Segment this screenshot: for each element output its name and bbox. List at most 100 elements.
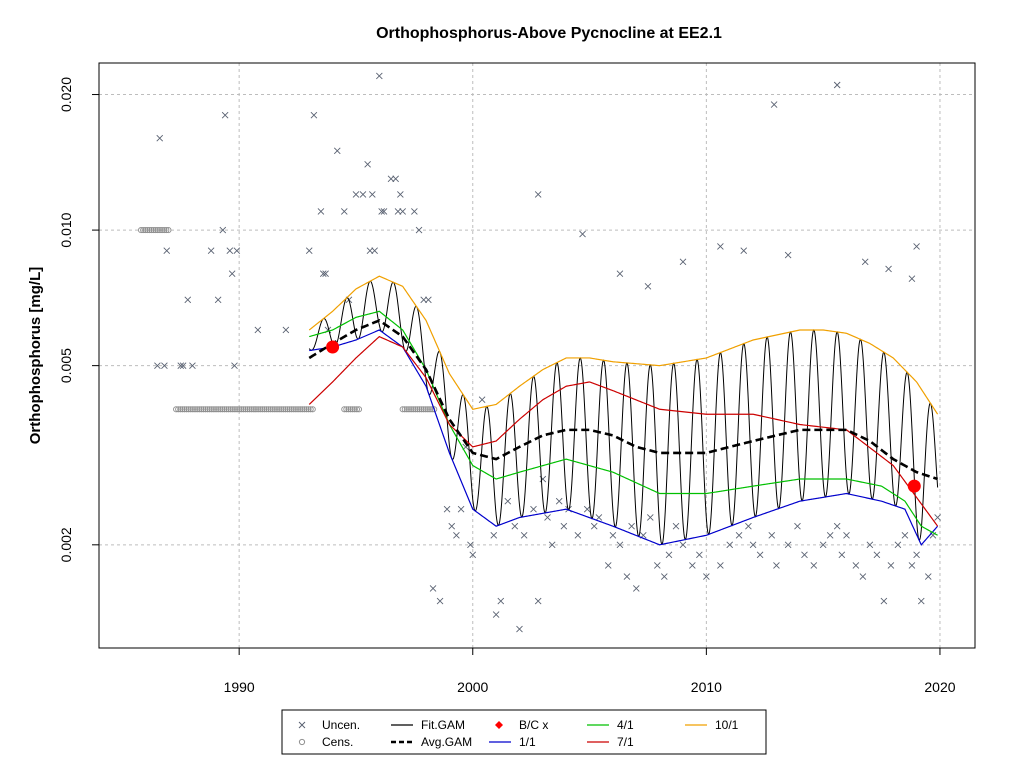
censored-point: [212, 406, 220, 413]
avg-gam-line: [308, 318, 939, 481]
uncensored-point: [735, 531, 743, 539]
uncensored-point: [380, 208, 388, 215]
uncensored-point: [770, 101, 778, 108]
x-axis: 1990 2000 2010 2020: [224, 648, 956, 695]
censored-point: [399, 406, 406, 413]
censored-point: [148, 227, 155, 234]
uncensored-point: [679, 541, 687, 549]
censored-point: [150, 227, 157, 234]
uncensored-point: [425, 296, 432, 304]
uncensored-point: [703, 573, 710, 580]
uncensored-point: [833, 81, 841, 89]
uncensored-point: [352, 191, 360, 198]
censored-point: [156, 227, 164, 234]
uncensored-point: [219, 226, 227, 234]
censored-point: [163, 227, 170, 234]
legend-item: 10/1: [685, 718, 739, 732]
uncensored-point: [880, 597, 888, 605]
uncensored-point: [768, 531, 776, 539]
censored-point: [152, 227, 159, 234]
uncensored-point: [184, 296, 192, 304]
uncensored-point: [534, 597, 542, 605]
bc-point: [907, 479, 921, 493]
uncensored-point: [646, 514, 654, 521]
censored-point: [303, 406, 310, 413]
y-axis-label: Orthophosphorus [mg/L]: [27, 267, 44, 444]
legend-label: Cens.: [322, 735, 353, 749]
uncensored-point: [436, 597, 444, 605]
uncensored-point: [756, 551, 764, 559]
uncensored-point: [901, 531, 909, 539]
legend-label: 10/1: [715, 718, 739, 732]
legend-item: B/C x: [495, 718, 548, 732]
uncensored-point: [378, 208, 385, 215]
uncensored-point: [672, 522, 680, 530]
censored-point: [210, 406, 217, 413]
uncensored-point: [228, 270, 236, 278]
uncensored-point: [609, 531, 617, 539]
uncensored-point: [653, 562, 661, 569]
uncensored-point: [717, 562, 724, 569]
legend-circle-icon: [298, 738, 306, 746]
avg-gam-path: [308, 318, 939, 481]
uncensored-point: [665, 551, 673, 559]
uncensored-point: [894, 541, 902, 549]
uncensored-point: [810, 562, 818, 569]
uncensored-point: [177, 362, 185, 369]
uncensored-point: [852, 562, 860, 569]
censored-point: [161, 227, 168, 234]
censored-point: [204, 406, 211, 413]
uncensored-point: [207, 247, 215, 255]
censored-point: [299, 406, 306, 413]
uncensored-point: [632, 585, 640, 592]
censored-point: [307, 406, 314, 413]
censored-point: [345, 406, 352, 413]
uncensored-point: [368, 191, 376, 198]
censored-point: [187, 406, 194, 413]
censored-point: [140, 227, 147, 234]
uncensored-point: [917, 597, 925, 605]
censored-point: [144, 227, 151, 234]
uncensored-point: [516, 625, 523, 633]
legend-label: Avg.GAM: [421, 735, 472, 749]
censored-point: [238, 406, 245, 413]
uncensored-point: [689, 562, 696, 569]
censored-point: [282, 406, 289, 413]
chart-title: Orthophosphorus-Above Pycnocline at EE2.…: [376, 25, 722, 42]
censored-point: [175, 406, 182, 413]
censored-point: [426, 406, 434, 413]
uncensored-point: [819, 541, 827, 549]
censored-point: [206, 406, 213, 413]
censored-point: [414, 406, 421, 413]
q4-line: [309, 310, 938, 536]
uncensored-point: [399, 208, 406, 215]
uncensored-point: [548, 541, 556, 549]
uncensored-point: [376, 72, 383, 80]
censored-point: [422, 406, 429, 413]
legend-x-icon: [298, 721, 306, 729]
censored-point: [198, 406, 205, 413]
legend-item: Uncen.: [298, 718, 360, 732]
censored-point: [225, 406, 232, 413]
uncensored-points: [154, 72, 941, 633]
censored-point: [269, 406, 276, 413]
legend-box: [281, 709, 767, 755]
censored-point: [189, 406, 196, 413]
uncensored-point: [366, 247, 374, 255]
uncensored-point: [214, 296, 222, 304]
uncensored-point: [887, 562, 895, 569]
uncensored-point: [560, 522, 568, 530]
uncensored-point: [394, 208, 402, 215]
censored-point: [229, 406, 236, 413]
uncensored-point: [448, 522, 456, 530]
grid: [99, 63, 975, 648]
legend-label: 7/1: [617, 735, 634, 749]
censored-point: [165, 227, 172, 234]
uncensored-point: [833, 522, 841, 530]
y-tick-label: 0.020: [58, 77, 74, 112]
legend-label: Fit.GAM: [421, 718, 465, 732]
censored-point: [183, 406, 190, 413]
censored-point: [288, 406, 295, 413]
legend-label: 1/1: [519, 735, 536, 749]
censored-point: [246, 406, 253, 413]
